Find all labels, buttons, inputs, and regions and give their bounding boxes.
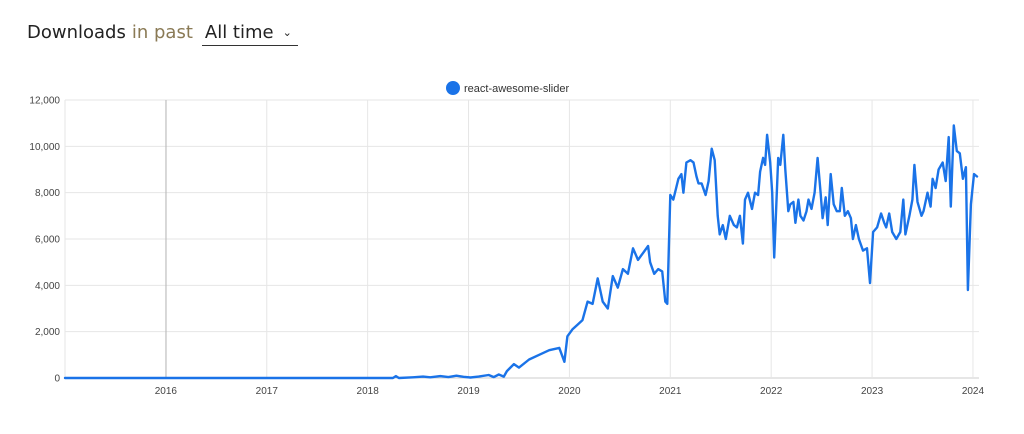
- x-tick-label: 2019: [457, 386, 480, 397]
- legend-marker-icon: [446, 81, 460, 95]
- y-tick-label: 0: [54, 374, 60, 385]
- y-axis: 0 2,000 4,000 6,000 8,000 10,000 12,000: [29, 96, 60, 385]
- header-title: Downloads: [27, 22, 126, 43]
- x-axis: 2016 2017 2018 2019 2020 2021 2022 2023 2024: [155, 386, 985, 397]
- y-tick-label: 8,000: [35, 188, 60, 199]
- chart-legend[interactable]: react-awesome-slider: [446, 81, 569, 95]
- y-tick-label: 6,000: [35, 235, 60, 246]
- chart-gridlines: [64, 99, 979, 379]
- chevron-down-icon: ⌄: [282, 26, 292, 39]
- y-tick-label: 12,000: [29, 96, 60, 107]
- x-tick-label: 2018: [357, 386, 380, 397]
- x-tick-label: 2017: [256, 386, 279, 397]
- y-tick-label: 2,000: [35, 327, 60, 338]
- time-range-select[interactable]: All time ⌄: [201, 22, 298, 46]
- header-subtitle: in past: [131, 22, 193, 43]
- x-tick-label: 2021: [659, 386, 682, 397]
- x-tick-label: 2024: [962, 386, 985, 397]
- y-tick-label: 10,000: [29, 142, 60, 153]
- x-tick-label: 2016: [155, 386, 178, 397]
- legend-label: react-awesome-slider: [464, 83, 569, 95]
- x-tick-label: 2020: [558, 386, 581, 397]
- x-tick-label: 2023: [861, 386, 884, 397]
- time-range-value: All time: [204, 22, 274, 43]
- series-line-react-awesome-slider[interactable]: [63, 124, 979, 380]
- x-tick-label: 2022: [760, 386, 783, 397]
- downloads-header: Downloads in past All time ⌄: [27, 22, 298, 46]
- y-tick-label: 4,000: [35, 281, 60, 292]
